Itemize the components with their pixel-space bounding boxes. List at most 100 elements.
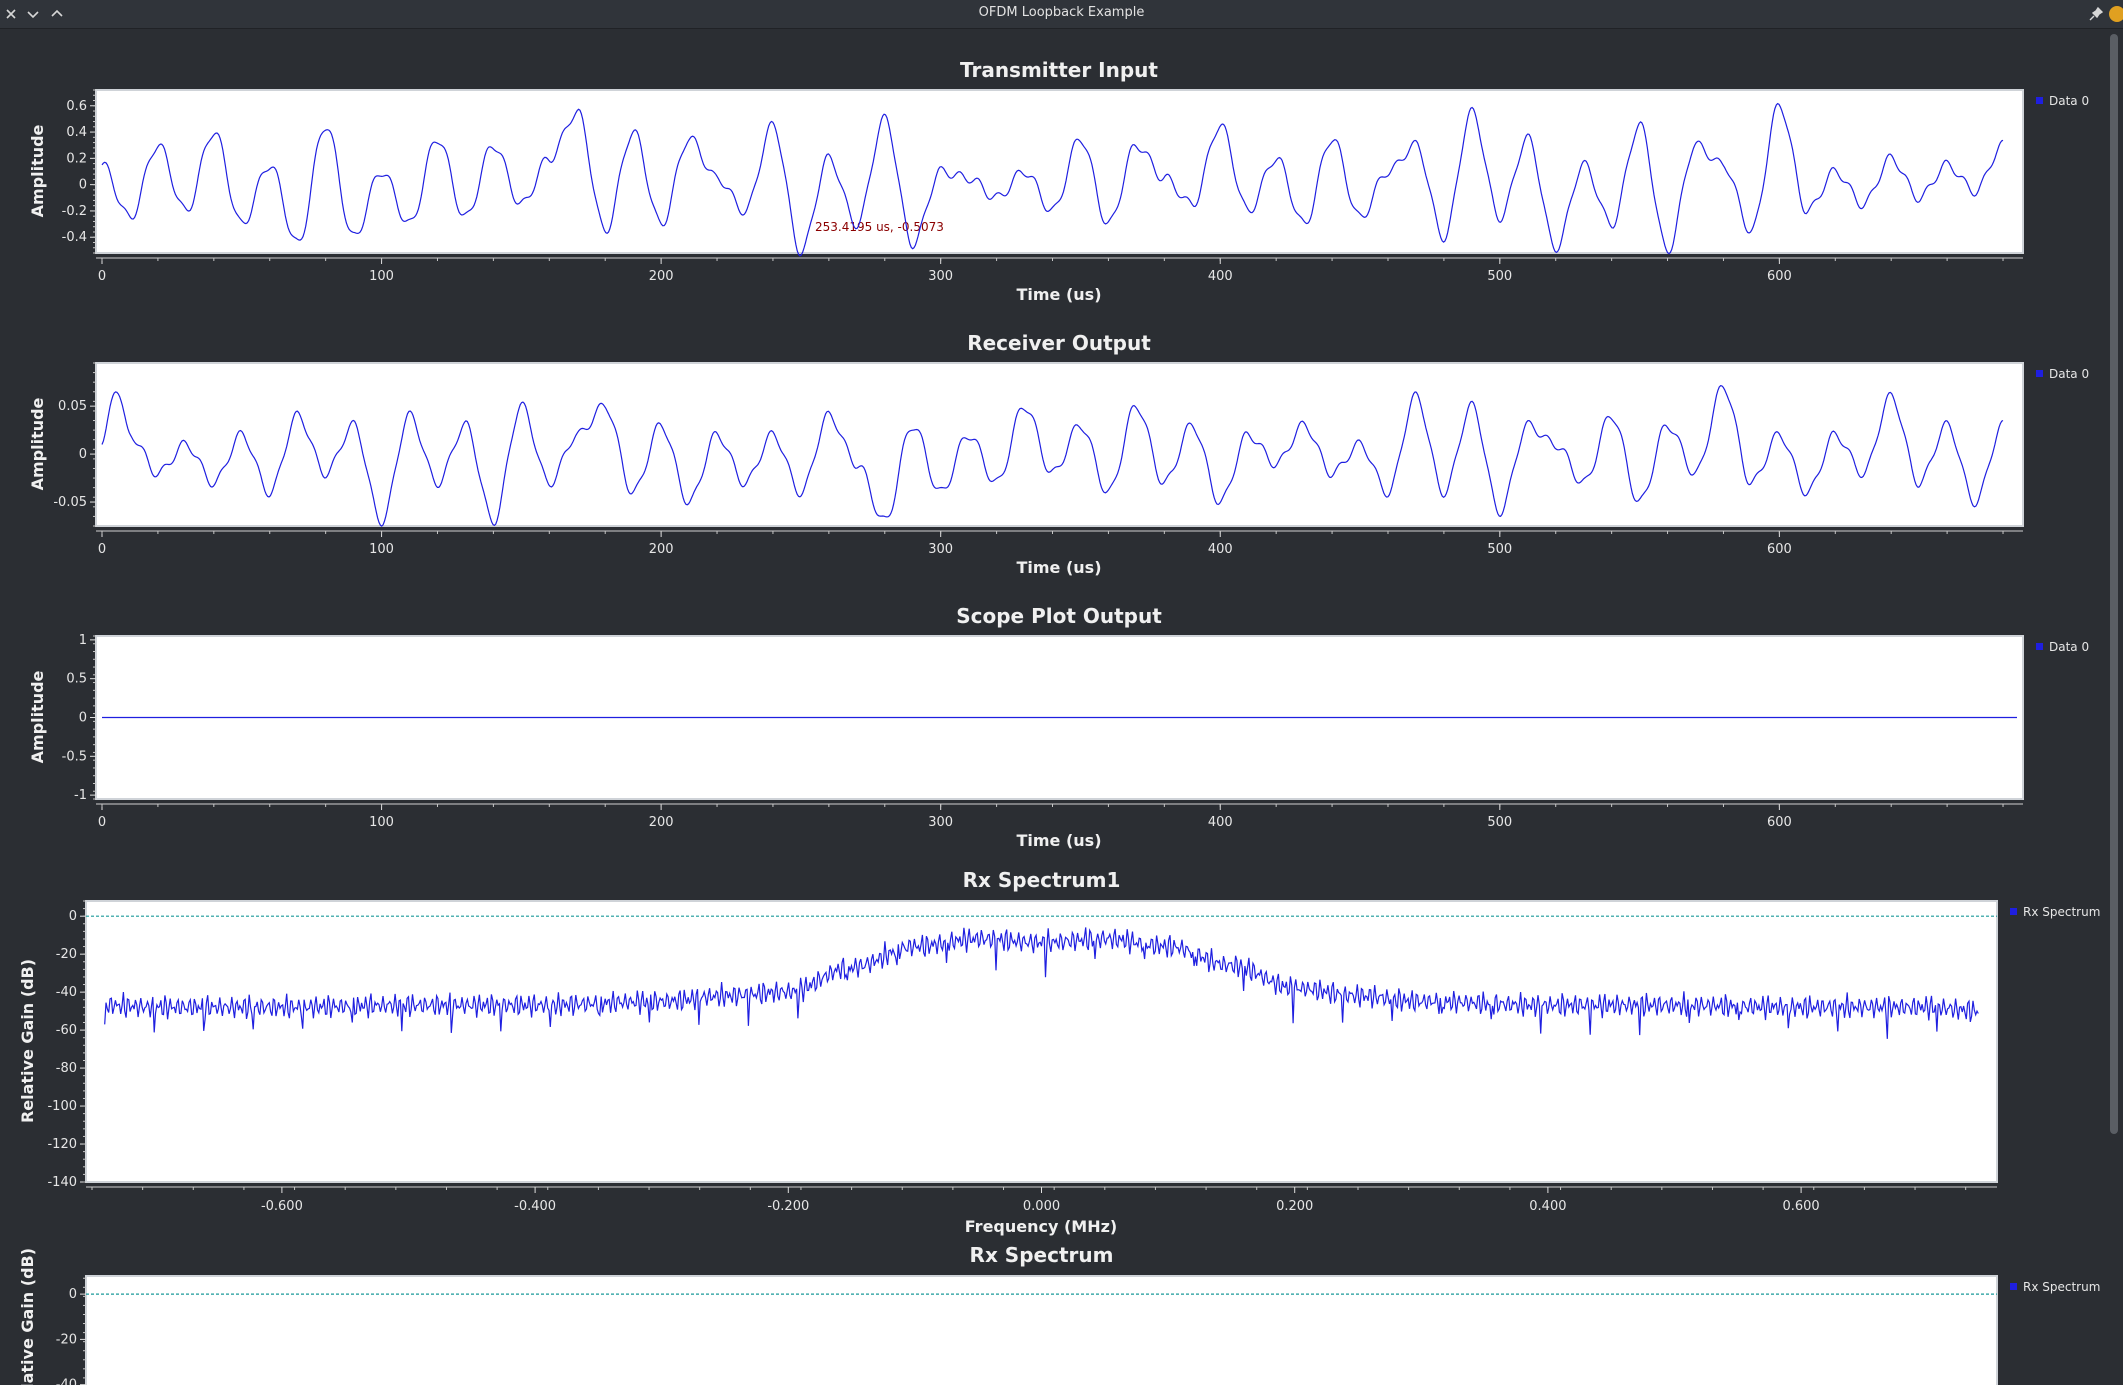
ylabel-scope: Amplitude [28, 670, 47, 763]
legend-rxout[interactable]: Data 0 [2036, 367, 2089, 381]
x-tick-label: -0.200 [767, 1199, 809, 1214]
x-tick-label: 500 [1487, 269, 1512, 284]
ylabel-tx: Amplitude [28, 124, 47, 217]
y-tick-label: -0.05 [53, 495, 87, 510]
x-tick-label: 0.200 [1276, 1199, 1313, 1214]
legend-swatch [2036, 643, 2043, 650]
y-tick-label: 0 [79, 447, 87, 462]
legend-tx[interactable]: Data 0 [2036, 94, 2089, 108]
plot-area-tx[interactable] [95, 89, 2024, 254]
x-tick-label: 600 [1767, 269, 1792, 284]
y-tick-label: 0.2 [66, 151, 87, 166]
y-tick-label: -20 [56, 947, 77, 962]
window-titlebar: OFDM Loopback Example [0, 0, 2123, 29]
chevron-up-icon[interactable] [46, 3, 68, 25]
x-tick-label: 500 [1487, 542, 1512, 557]
x-tick-label: 0 [98, 269, 106, 284]
x-tick-label: 400 [1208, 815, 1233, 830]
app-icon [2106, 3, 2123, 25]
series-layer [86, 102, 2017, 1295]
legend-spec1[interactable]: Rx Spectrum [2010, 905, 2100, 919]
y-tick-label: -0.4 [62, 230, 87, 245]
y-tick-label: 0 [79, 178, 87, 193]
x-tick-label: 100 [369, 542, 394, 557]
x-tick-label: 0 [98, 815, 106, 830]
legend-label: Data 0 [2049, 94, 2089, 108]
panel-title-scope: Scope Plot Output [956, 604, 1162, 628]
pin-icon[interactable] [2085, 3, 2107, 25]
y-tick-label: -140 [47, 1175, 77, 1190]
y-tick-label: -40 [56, 985, 77, 1000]
legend-label: Rx Spectrum [2023, 1280, 2100, 1294]
x-tick-label: 100 [369, 269, 394, 284]
x-tick-label: 400 [1208, 269, 1233, 284]
series-line-data-0 [101, 102, 2004, 257]
x-tick-label: 0.600 [1782, 1199, 1819, 1214]
panel-title-rxout: Receiver Output [967, 331, 1151, 355]
y-tick-label: -0.5 [62, 749, 87, 764]
legend-spec2[interactable]: Rx Spectrum [2010, 1280, 2100, 1294]
x-tick-label: 200 [649, 542, 674, 557]
legend-label: Rx Spectrum [2023, 905, 2100, 919]
x-tick-label: 0 [98, 542, 106, 557]
xlabel-spec1: Frequency (MHz) [965, 1217, 1117, 1236]
legend-swatch [2010, 908, 2017, 915]
y-tick-label: -40 [56, 1378, 77, 1385]
axis-ticks-layer: 0.60.40.20-0.2-0.40 100 200 300 400 500 6000.0… [47, 89, 2023, 1385]
plots-canvas: Amplitude Amplitude Amplitude Relative G… [18, 89, 2100, 1385]
xlabel-rxout: Time (us) [1016, 558, 1101, 577]
x-tick-label: 600 [1767, 542, 1792, 557]
x-tick-label: 200 [649, 269, 674, 284]
y-tick-label: 0.6 [66, 99, 87, 114]
series-line-data-0 [101, 385, 2004, 527]
y-tick-label: -1 [74, 788, 87, 803]
plot-area-spec2[interactable] [85, 1275, 1998, 1385]
y-tick-label: -100 [47, 1099, 77, 1114]
x-tick-label: 600 [1767, 815, 1792, 830]
y-tick-label: 0.05 [58, 399, 87, 414]
y-tick-label: 0 [79, 711, 87, 726]
panel-title-spec1: Rx Spectrum1 [962, 868, 1121, 892]
marker-readout: 253.4195 us, -0.5073 [815, 220, 944, 234]
x-tick-label: 300 [928, 269, 953, 284]
plot-area-rxout[interactable] [95, 362, 2024, 527]
y-tick-label: -80 [56, 1061, 77, 1076]
legend-label: Data 0 [2049, 640, 2089, 654]
xlabel-tx: Time (us) [1016, 285, 1101, 304]
legend-swatch [2036, 370, 2043, 377]
ylabel-spec2: Relative Gain (dB) [18, 1248, 37, 1385]
y-tick-label: 0.5 [66, 672, 87, 687]
y-tick-label: 0.4 [66, 125, 87, 140]
y-tick-label: 0 [69, 1287, 77, 1302]
legend-swatch [2036, 97, 2043, 104]
ylabel-rxout: Amplitude [28, 397, 47, 490]
y-tick-label: -120 [47, 1137, 77, 1152]
x-tick-label: 0.000 [1023, 1199, 1060, 1214]
legend-scope[interactable]: Data 0 [2036, 640, 2089, 654]
panel-title-spec2: Rx Spectrum [969, 1243, 1114, 1267]
chevron-down-icon[interactable] [22, 3, 44, 25]
series-line-rx-spectrum [104, 927, 1979, 1039]
y-tick-label: -0.2 [62, 204, 87, 219]
x-tick-label: 300 [928, 542, 953, 557]
x-tick-label: -0.600 [261, 1199, 303, 1214]
y-tick-label: 0 [69, 909, 77, 924]
x-tick-label: 100 [369, 815, 394, 830]
plot-area-spec1[interactable] [85, 900, 1998, 1183]
y-tick-label: -20 [56, 1332, 77, 1347]
y-tick-label: 1 [79, 633, 87, 648]
xlabel-scope: Time (us) [1016, 831, 1101, 850]
x-tick-label: 200 [649, 815, 674, 830]
panel-title-tx: Transmitter Input [960, 58, 1158, 82]
close-icon[interactable] [0, 3, 22, 25]
x-tick-label: 300 [928, 815, 953, 830]
legend-label: Data 0 [2049, 367, 2089, 381]
ylabel-spec1: Relative Gain (dB) [18, 959, 37, 1123]
legend-swatch [2010, 1283, 2017, 1290]
vertical-scrollbar[interactable] [2110, 34, 2118, 1134]
y-tick-label: -60 [56, 1023, 77, 1038]
window-title: OFDM Loopback Example [978, 5, 1145, 20]
x-tick-label: -0.400 [514, 1199, 556, 1214]
x-tick-label: 0.400 [1529, 1199, 1566, 1214]
x-tick-label: 500 [1487, 815, 1512, 830]
